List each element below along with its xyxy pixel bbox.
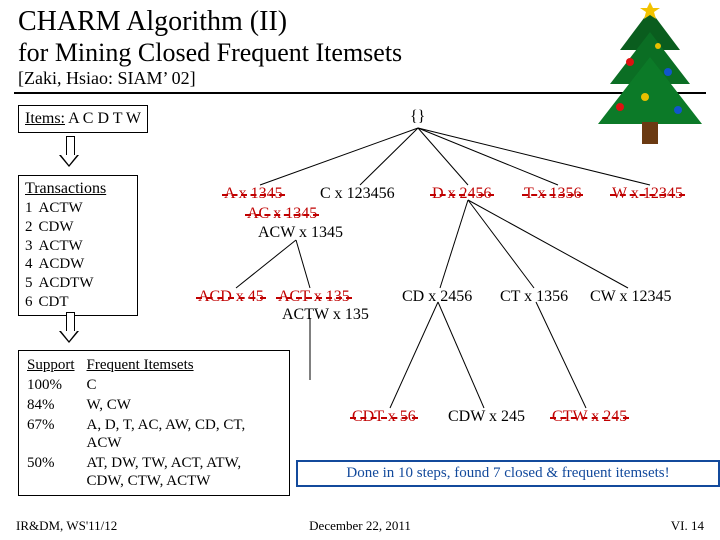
items-value: A C D T W <box>65 110 141 127</box>
node-cd: CD x 2456 <box>402 288 472 306</box>
support-label: Support <box>27 356 85 374</box>
node-ac: AC x 1345 <box>247 205 317 223</box>
items-label: Items: <box>25 110 65 127</box>
node-t: T x 1356 <box>524 185 581 203</box>
table-row: 4ACDW <box>25 255 100 274</box>
node-root: {} <box>410 108 425 126</box>
arrow-icon <box>60 312 78 344</box>
table-row: 1ACTW <box>25 199 100 218</box>
freq-label: Frequent Itemsets <box>87 356 281 374</box>
node-act: ACT x 135 <box>278 288 350 306</box>
node-cdw: CDW x 245 <box>448 408 525 426</box>
table-row: 6CDT <box>25 293 100 312</box>
footer-right: VI. 14 <box>671 518 704 534</box>
node-acd: ACD x 45 <box>198 288 264 306</box>
christmas-tree-icon <box>590 2 710 152</box>
slide-subtitle: for Mining Closed Frequent Itemsets <box>18 38 402 68</box>
table-row: 100%C <box>27 376 281 394</box>
transactions-box: Transactions 1ACTW 2CDW 3ACTW 4ACDW 5ACD… <box>18 175 138 316</box>
arrow-icon <box>60 136 78 168</box>
table-row: 67%A, D, T, AC, AW, CD, CT, ACW <box>27 416 281 452</box>
table-row: 3ACTW <box>25 237 100 256</box>
result-box: Done in 10 steps, found 7 closed & frequ… <box>296 460 720 487</box>
node-ct: CT x 1356 <box>500 288 568 306</box>
node-ctw: CTW x 245 <box>552 408 627 426</box>
slide-title: CHARM Algorithm (II) <box>18 6 287 38</box>
items-box: Items: A C D T W <box>18 105 148 133</box>
node-w: W x 12345 <box>612 185 683 203</box>
node-c: C x 123456 <box>320 185 395 203</box>
node-acw: ACW x 1345 <box>258 224 343 242</box>
table-row: 5ACDTW <box>25 274 100 293</box>
node-cw: CW x 12345 <box>590 288 671 306</box>
transactions-table: 1ACTW 2CDW 3ACTW 4ACDW 5ACDTW 6CDT <box>25 199 100 312</box>
table-row: 84%W, CW <box>27 396 281 414</box>
node-actw: ACTW x 135 <box>282 306 369 324</box>
footer-center: December 22, 2011 <box>0 518 720 534</box>
support-box: SupportFrequent Itemsets 100%C 84%W, CW … <box>18 350 290 496</box>
node-a: A x 1345 <box>224 185 283 203</box>
transactions-label: Transactions <box>25 179 131 199</box>
table-row: 50%AT, DW, TW, ACT, ATW, CDW, CTW, ACTW <box>27 454 281 490</box>
table-row: 2CDW <box>25 218 100 237</box>
node-cdt: CDT x 56 <box>352 408 416 426</box>
node-d: D x 2456 <box>432 185 492 203</box>
citation: [Zaki, Hsiao: SIAM’ 02] <box>18 68 196 89</box>
